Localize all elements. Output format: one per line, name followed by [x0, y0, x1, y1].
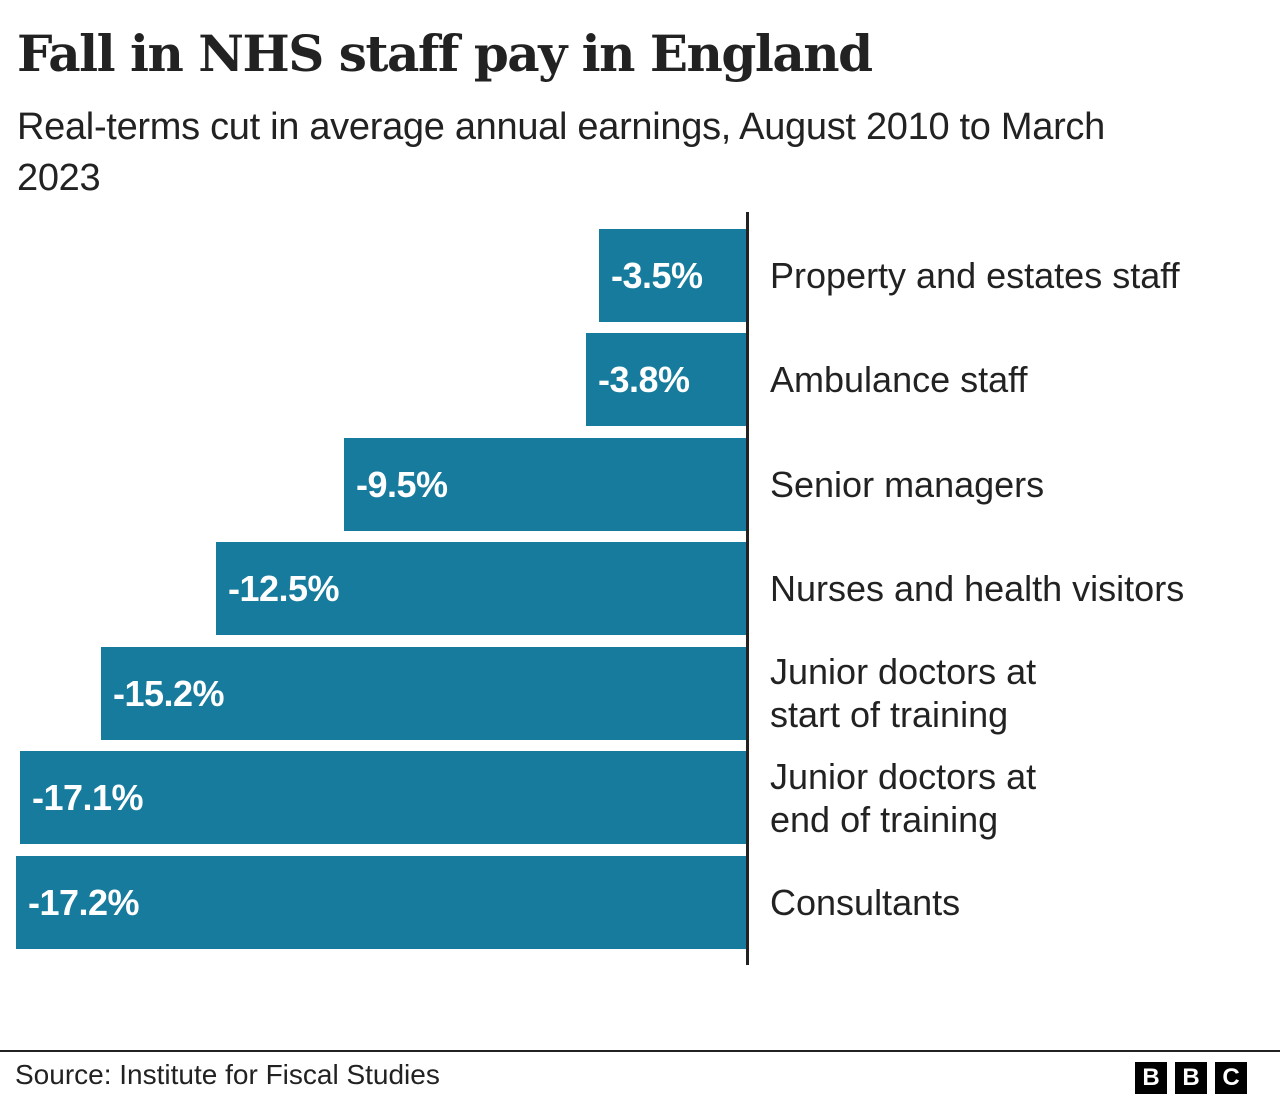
bar-value-label: -15.2%	[113, 673, 225, 714]
bar-chart: -3.5% Property and estates staff -3.8% A…	[0, 212, 1280, 967]
logo-block: B	[1175, 1062, 1207, 1094]
bar-junior-end: -17.1%	[20, 751, 747, 844]
source-note: Source: Institute for Fiscal Studies	[15, 1059, 440, 1090]
category-label: Consultants	[770, 882, 961, 923]
bar-ambulance: -3.8%	[586, 333, 747, 426]
category-label: Ambulance staff	[770, 359, 1028, 400]
bar-nurses: -12.5%	[216, 542, 747, 635]
logo-block: B	[1135, 1062, 1167, 1094]
bar-value-label: -9.5%	[356, 464, 448, 505]
bar-value-label: -17.1%	[32, 777, 144, 818]
bar-property-estates: -3.5%	[599, 229, 747, 322]
bar-consultants: -17.2%	[16, 856, 747, 949]
footer-divider	[0, 1050, 1280, 1052]
logo-block: C	[1215, 1062, 1247, 1094]
category-label: Nurses and health visitors	[770, 568, 1185, 609]
bar-value-label: -3.8%	[598, 359, 690, 400]
category-label: Junior doctors at end of training	[770, 756, 1037, 840]
category-label: Property and estates staff	[770, 255, 1180, 296]
bar-junior-start: -15.2%	[101, 647, 747, 740]
bar-value-label: -17.2%	[28, 882, 140, 923]
chart-title: Fall in NHS staff pay in England	[17, 24, 873, 83]
category-label: Senior managers	[770, 464, 1045, 505]
bar-value-label: -3.5%	[611, 255, 703, 296]
zero-axis-line	[746, 212, 749, 965]
bar-value-label: -12.5%	[228, 568, 340, 609]
chart-subtitle: Real-terms cut in average annual earning…	[17, 106, 1105, 199]
category-label: Junior doctors at start of training	[770, 651, 1037, 735]
bar-senior-managers: -9.5%	[344, 438, 747, 531]
bbc-logo: B B C	[1135, 1062, 1247, 1094]
